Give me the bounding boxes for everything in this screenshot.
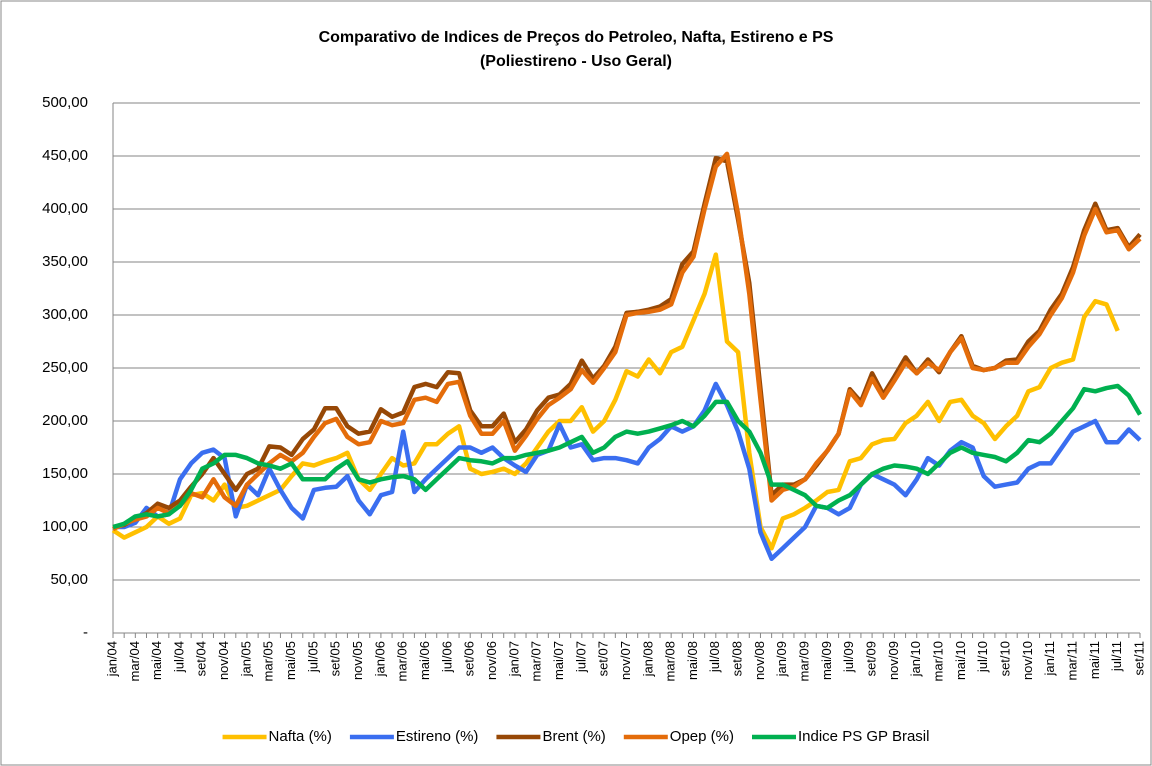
x-tick-label: jul/05 <box>305 641 320 673</box>
x-tick-label: jul/06 <box>439 641 454 673</box>
x-tick-label: mai/04 <box>149 641 164 680</box>
y-tick-label: 400,00 <box>42 200 88 217</box>
x-tick-label: jan/06 <box>372 641 387 677</box>
x-tick-label: nov/05 <box>350 641 365 680</box>
x-tick-label: mai/10 <box>953 641 968 680</box>
y-tick-label: 200,00 <box>42 412 88 429</box>
legend-label: Brent (%) <box>542 728 605 745</box>
x-tick-label: set/04 <box>194 641 209 676</box>
series-line <box>112 383 1142 530</box>
x-tick-label: nov/07 <box>618 641 633 680</box>
x-tick-label: set/07 <box>596 641 611 676</box>
x-tick-label: mai/09 <box>819 641 834 680</box>
series-line <box>113 381 1142 562</box>
x-tick-label: mar/09 <box>797 641 812 681</box>
x-tick-label: set/06 <box>462 641 477 676</box>
y-tick-label: 350,00 <box>42 253 88 270</box>
y-tick-label: 150,00 <box>42 465 88 482</box>
y-tick-label: 50,00 <box>50 571 88 588</box>
x-tick-label: mar/06 <box>395 641 410 681</box>
x-tick-label: mar/08 <box>663 641 678 681</box>
legend-label: Nafta (%) <box>269 728 332 745</box>
x-tick-label: set/10 <box>997 641 1012 676</box>
x-tick-label: jan/07 <box>506 641 521 677</box>
x-tick-label: jul/11 <box>1109 641 1124 672</box>
x-tick-label: mar/07 <box>529 641 544 681</box>
x-tick-label: jan/10 <box>908 641 923 677</box>
x-tick-label: jan/11 <box>1042 641 1057 676</box>
x-tick-label: jan/09 <box>774 641 789 677</box>
y-tick-label: - <box>83 624 88 641</box>
legend-label: Opep (%) <box>670 728 734 745</box>
x-tick-label: set/11 <box>1131 641 1146 675</box>
x-tick-label: nov/08 <box>752 641 767 680</box>
x-tick-label: mar/10 <box>931 641 946 681</box>
x-tick-label: set/05 <box>328 641 343 676</box>
x-tick-label: jul/09 <box>841 641 856 673</box>
x-tick-label: nov/09 <box>886 641 901 680</box>
y-tick-label: 250,00 <box>42 359 88 376</box>
y-tick-label: 300,00 <box>42 306 88 323</box>
x-tick-label: mar/05 <box>261 641 276 681</box>
legend-label: Estireno (%) <box>396 728 479 745</box>
x-tick-label: mar/04 <box>127 641 142 681</box>
x-tick-label: nov/10 <box>1020 641 1035 680</box>
x-tick-label: nov/06 <box>484 641 499 680</box>
x-tick-label: mai/07 <box>551 641 566 680</box>
x-tick-label: set/09 <box>864 641 879 676</box>
x-tick-label: jan/04 <box>104 641 119 677</box>
y-tick-label: 100,00 <box>42 518 88 535</box>
x-tick-label: jul/08 <box>707 641 722 673</box>
x-tick-label: jul/04 <box>171 641 186 673</box>
legend-label: Indice PS GP Brasil <box>798 728 929 745</box>
x-tick-label: jan/05 <box>238 641 253 677</box>
x-tick-label: jan/08 <box>640 641 655 677</box>
legend: Nafta (%) Estireno (%) Brent (%) Opep (%) In… <box>222 728 929 745</box>
x-tick-label: mai/11 <box>1087 641 1102 679</box>
x-tick-label: mai/05 <box>283 641 298 680</box>
x-tick-label: nov/04 <box>216 641 231 680</box>
x-tick-label: mar/11 <box>1064 641 1079 681</box>
x-tick-label: jul/10 <box>975 641 990 673</box>
series-line <box>112 151 1142 532</box>
chart-title: Comparativo de Indices de Preços do Petr… <box>318 29 834 70</box>
y-tick-label: 450,00 <box>42 147 88 164</box>
x-tick-label: jul/07 <box>573 641 588 673</box>
x-tick-label: mai/08 <box>685 641 700 680</box>
x-tick-label: set/08 <box>730 641 745 676</box>
x-tick-label: mai/06 <box>417 641 432 680</box>
y-tick-label: 500,00 <box>42 94 88 111</box>
